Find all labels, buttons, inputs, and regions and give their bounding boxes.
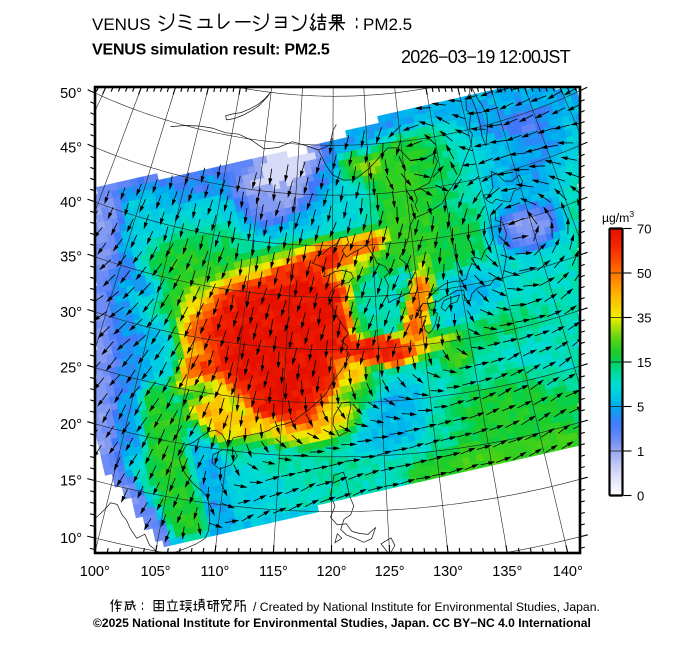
svg-text:5: 5 bbox=[637, 400, 644, 415]
svg-text:25°: 25° bbox=[60, 361, 82, 377]
svg-text:VENUS simulation result: PM2.5: VENUS simulation result: PM2.5 bbox=[92, 42, 330, 59]
svg-text:/ Created by National Institut: / Created by National Institute for Envi… bbox=[253, 600, 600, 614]
svg-text:0: 0 bbox=[637, 489, 644, 504]
svg-text:50°: 50° bbox=[60, 86, 82, 102]
svg-text:30°: 30° bbox=[60, 305, 82, 321]
svg-text:135°: 135° bbox=[492, 564, 522, 580]
svg-text:45°: 45° bbox=[60, 140, 82, 156]
svg-text:40°: 40° bbox=[60, 195, 82, 211]
svg-text:105°: 105° bbox=[141, 564, 171, 580]
svg-text:15°: 15° bbox=[60, 474, 82, 490]
svg-text:1: 1 bbox=[637, 444, 644, 459]
svg-text:©2025 National Institute for E: ©2025 National Institute for Environment… bbox=[93, 616, 591, 630]
svg-text:15: 15 bbox=[637, 355, 651, 370]
svg-text:35°: 35° bbox=[60, 250, 82, 266]
svg-text:20°: 20° bbox=[60, 417, 82, 433]
svg-text:10°: 10° bbox=[60, 531, 82, 547]
svg-text:35: 35 bbox=[637, 311, 651, 326]
svg-text:PM2.5: PM2.5 bbox=[363, 15, 412, 34]
svg-text:50: 50 bbox=[637, 266, 651, 281]
svg-text:120°: 120° bbox=[317, 564, 347, 580]
svg-text:115°: 115° bbox=[259, 564, 288, 580]
svg-text:2026−03−19 12:00JST: 2026−03−19 12:00JST bbox=[401, 47, 571, 67]
svg-text:100°: 100° bbox=[80, 564, 110, 580]
svg-text:VENUS: VENUS bbox=[92, 15, 151, 34]
svg-text:110°: 110° bbox=[200, 564, 229, 580]
svg-text:140°: 140° bbox=[553, 564, 583, 580]
svg-text:130°: 130° bbox=[433, 564, 463, 580]
svg-text:70: 70 bbox=[637, 222, 651, 237]
svg-text:125°: 125° bbox=[375, 564, 405, 580]
